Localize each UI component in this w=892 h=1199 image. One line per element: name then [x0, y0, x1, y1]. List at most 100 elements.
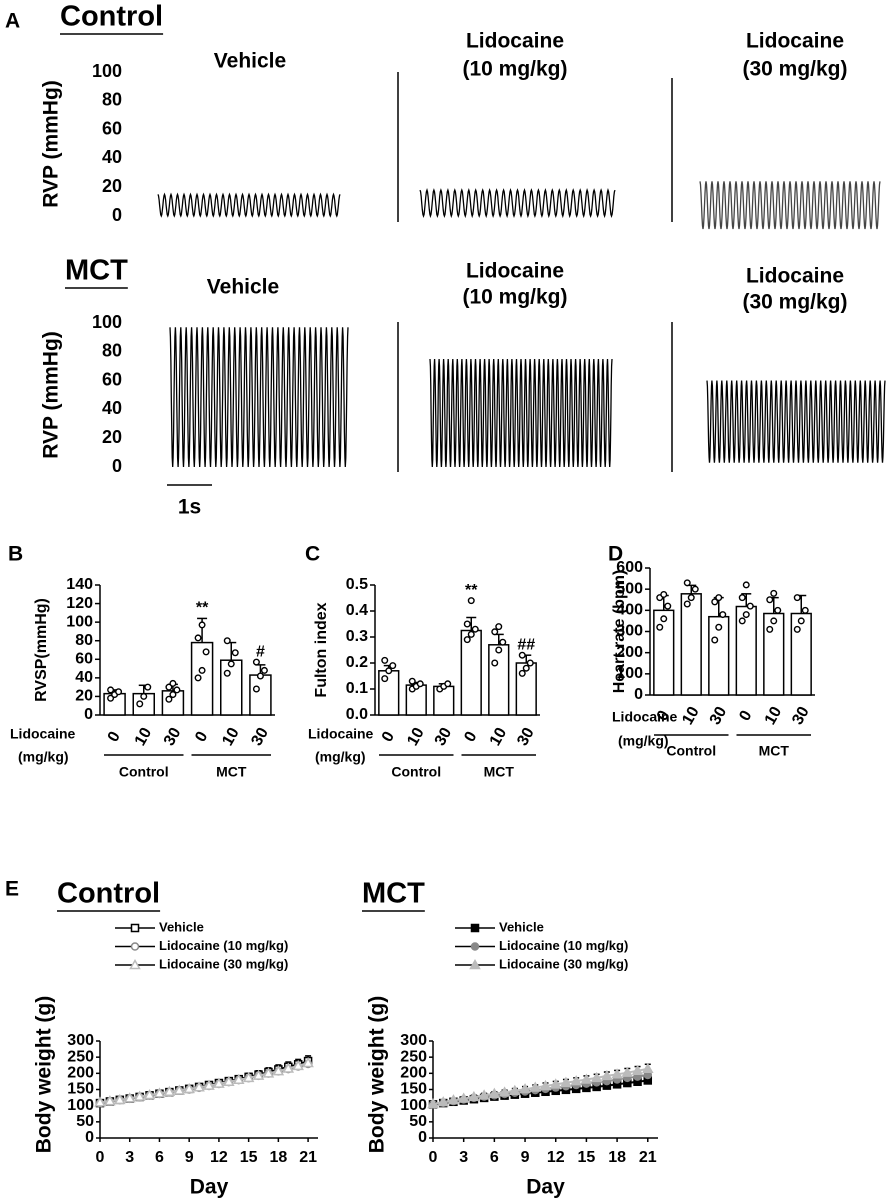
y-tick-label: 0 — [418, 1129, 427, 1146]
marker — [133, 1090, 146, 1101]
marker — [223, 1075, 235, 1086]
marker — [272, 1065, 285, 1076]
data-point — [801, 606, 809, 614]
marker — [457, 1092, 470, 1103]
y-tick-label: 60 — [75, 651, 93, 668]
data-point — [256, 672, 264, 680]
marker — [104, 1095, 116, 1106]
data-point — [742, 611, 750, 619]
data-point — [223, 637, 231, 645]
marker — [94, 1096, 106, 1107]
data-point — [115, 688, 123, 696]
y-tick-label: 100 — [616, 665, 643, 682]
y-tick-label: 0 — [112, 456, 122, 476]
trace-label: Lidocaine — [746, 30, 844, 53]
scale-bar-label: 1s — [178, 496, 201, 519]
trace-dose: (30 mg/kg) — [742, 291, 847, 314]
data-point — [518, 651, 526, 659]
bar — [790, 612, 812, 696]
bar — [488, 644, 510, 716]
marker — [232, 1073, 245, 1085]
row-title: MCT — [65, 255, 128, 287]
x-axis-label: Day — [190, 1176, 229, 1199]
data-point — [408, 677, 416, 685]
data-point — [742, 581, 750, 589]
x-tick-label: 18 — [269, 1149, 287, 1166]
marker — [498, 1086, 511, 1097]
x-tick-label: 15 — [240, 1149, 258, 1166]
x-tick-label: 9 — [521, 1149, 530, 1166]
data-point — [766, 625, 774, 633]
y-tick-label: 200 — [400, 1065, 427, 1082]
data-point — [140, 692, 148, 700]
x-axis-label: Lidocaine — [308, 726, 374, 742]
data-point — [711, 598, 719, 606]
y-tick-label: 200 — [616, 644, 643, 661]
trace-label: Lidocaine — [746, 265, 844, 288]
x-axis-label: (mg/kg) — [18, 749, 69, 765]
significance: ## — [517, 636, 535, 653]
y-tick-label: 120 — [66, 595, 93, 612]
marker — [123, 1092, 136, 1103]
y-tick-label: 600 — [616, 559, 643, 576]
y-tick-label: 0.4 — [346, 602, 368, 619]
y-tick-label: 0 — [634, 686, 643, 703]
x-tick-label: 10 — [487, 725, 511, 749]
trace-label: Vehicle — [207, 276, 279, 299]
data-point — [173, 686, 181, 694]
data-point — [522, 664, 530, 672]
y-tick-label: 80 — [102, 341, 122, 361]
group-label: MCT — [484, 764, 515, 780]
data-point — [169, 691, 177, 699]
marker — [427, 1098, 439, 1109]
y-tick-label: 0.3 — [346, 628, 368, 645]
x-tick-label: 21 — [639, 1149, 657, 1166]
data-point — [444, 680, 452, 688]
data-point — [711, 636, 719, 644]
x-axis-label: Lidocaine — [10, 726, 76, 742]
group-label: Control — [666, 743, 716, 759]
panel-letter: B — [8, 543, 23, 566]
marker — [529, 1081, 542, 1092]
y-tick-label: 150 — [400, 1081, 427, 1098]
group-label: Control — [119, 764, 169, 780]
trace-label: Vehicle — [214, 50, 286, 73]
bar — [220, 659, 243, 716]
x-tick-label: 0 — [105, 729, 124, 745]
y-tick-label: 0 — [85, 1129, 94, 1146]
y-axis-label: RVP (mmHg) — [40, 80, 63, 208]
x-axis-label: (mg/kg) — [315, 749, 366, 765]
marker — [631, 1064, 644, 1075]
x-tick-label: 0 — [461, 729, 480, 745]
x-tick-label: 30 — [161, 725, 185, 749]
data-point — [252, 658, 260, 666]
trace-label: Lidocaine — [466, 260, 564, 283]
x-tick-label: 30 — [248, 725, 272, 749]
y-tick-label: 400 — [616, 602, 643, 619]
pressure-trace — [157, 192, 341, 218]
data-point — [526, 659, 534, 667]
y-tick-label: 0.5 — [346, 576, 368, 593]
data-point — [660, 615, 668, 623]
y-tick-label: 80 — [102, 90, 122, 110]
marker — [590, 1071, 603, 1083]
data-point — [495, 623, 503, 631]
legend-label: Lidocaine (30 mg/kg) — [159, 956, 288, 971]
x-tick-label: 10 — [219, 725, 243, 749]
y-axis-label: Body weight (g) — [366, 996, 389, 1153]
data-point — [491, 659, 499, 667]
marker — [470, 942, 480, 951]
y-tick-label: 20 — [75, 688, 93, 705]
marker — [203, 1079, 215, 1090]
data-point — [766, 596, 774, 604]
data-point — [797, 617, 805, 625]
data-point — [381, 656, 389, 664]
series-line — [99, 1062, 309, 1104]
data-point — [107, 686, 115, 694]
data-point — [774, 606, 782, 614]
x-tick-label: 3 — [459, 1149, 468, 1166]
row-title: Control — [60, 1, 163, 33]
y-tick-label: 0.2 — [346, 654, 368, 671]
x-tick-label: 30 — [514, 725, 538, 749]
trace-dose: (10 mg/kg) — [462, 286, 567, 309]
